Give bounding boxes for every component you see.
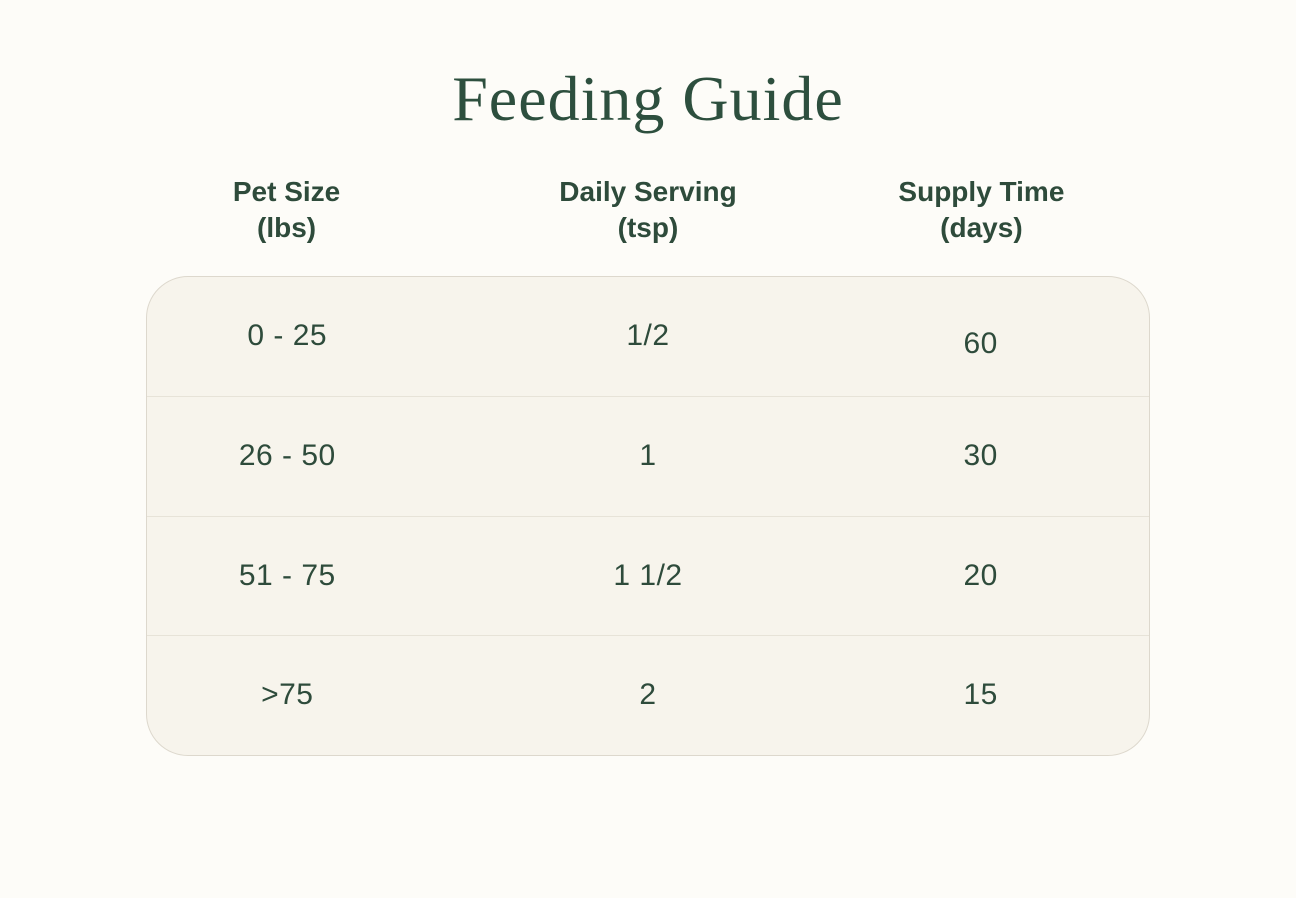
column-label: Daily Serving: [559, 175, 737, 207]
table-row: >75 2 15: [147, 635, 1149, 755]
table-row: 51 - 75 1 1/2 20: [147, 515, 1149, 636]
feeding-guide-table: Pet Size (lbs) Daily Serving (tsp) Suppl…: [146, 174, 1150, 756]
column-header-daily-serving: Daily Serving (tsp): [427, 174, 869, 246]
supply-time-value: 20: [963, 558, 998, 592]
table-row: 26 - 50 1 30: [147, 396, 1149, 516]
column-header-supply-time: Supply Time (days): [869, 174, 1150, 246]
supply-time-value: 30: [963, 439, 998, 473]
daily-serving-value: 1 1/2: [613, 558, 683, 592]
daily-serving-value: 1: [639, 439, 657, 473]
column-label: Supply Time: [898, 175, 1065, 207]
supply-time-value: 15: [963, 678, 998, 712]
column-header-pet-size: Pet Size (lbs): [146, 174, 427, 246]
column-unit: (tsp): [617, 211, 679, 243]
daily-serving-value: 1/2: [626, 319, 670, 353]
column-unit: (days): [940, 211, 1023, 243]
table-row: 0 - 25 1/2 60: [147, 277, 1149, 397]
pet-size-value: 51 - 75: [238, 558, 336, 592]
pet-size-value: >75: [261, 678, 314, 712]
column-label: Pet Size: [232, 175, 341, 207]
table-card: 0 - 25 1/2 60 26 - 50 1 30 51 - 75 1 1/2…: [146, 275, 1150, 756]
table-header-row: Pet Size (lbs) Daily Serving (tsp) Suppl…: [146, 174, 1150, 246]
supply-time-value: 60: [963, 327, 998, 361]
feeding-guide-page: Feeding Guide Pet Size (lbs) Daily Servi…: [0, 62, 1296, 898]
page-title: Feeding Guide: [452, 63, 844, 134]
daily-serving-value: 2: [639, 678, 657, 712]
column-unit: (lbs): [257, 211, 317, 243]
pet-size-value: 0 - 25: [247, 319, 328, 353]
pet-size-value: 26 - 50: [238, 439, 336, 473]
